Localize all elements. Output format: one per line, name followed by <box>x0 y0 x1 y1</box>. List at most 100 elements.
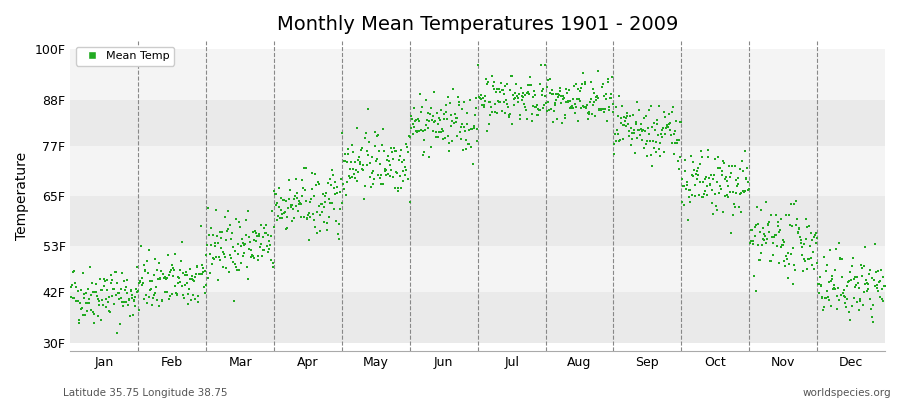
Point <box>448 111 463 118</box>
Point <box>439 102 454 108</box>
Point <box>246 229 260 235</box>
Point <box>114 286 129 292</box>
Point <box>723 189 737 195</box>
Point <box>481 81 495 87</box>
Point <box>713 183 727 190</box>
Point <box>80 308 94 315</box>
Point <box>193 271 207 278</box>
Point <box>529 102 544 108</box>
Point <box>419 117 434 123</box>
Point <box>276 197 291 204</box>
Point <box>289 203 303 210</box>
Point <box>153 275 167 282</box>
Point <box>247 237 261 244</box>
Point <box>786 244 800 251</box>
Point <box>634 126 648 132</box>
Point <box>501 112 516 118</box>
Point <box>758 233 772 239</box>
Point <box>472 94 487 101</box>
Point <box>121 277 135 284</box>
Point <box>215 229 230 235</box>
Point <box>405 130 419 137</box>
Point <box>357 196 372 202</box>
Point <box>797 256 812 262</box>
Point <box>167 251 182 257</box>
Point <box>244 254 258 260</box>
Point <box>183 266 197 273</box>
Point <box>601 76 616 82</box>
Point <box>220 264 234 271</box>
Point <box>84 292 98 298</box>
Point <box>132 307 147 313</box>
Point <box>862 267 877 273</box>
Point <box>673 119 688 125</box>
Point <box>860 280 874 286</box>
Point <box>384 145 399 151</box>
Point <box>723 173 737 180</box>
Point <box>88 280 103 287</box>
Point <box>751 241 765 248</box>
Point <box>814 282 828 289</box>
Point <box>745 240 760 247</box>
Point <box>400 176 415 183</box>
Point <box>291 208 305 214</box>
Point <box>850 298 865 305</box>
Point <box>761 220 776 227</box>
Point <box>311 203 326 210</box>
Point <box>512 91 526 97</box>
Point <box>483 112 498 118</box>
Point <box>348 175 363 181</box>
Point <box>225 259 239 265</box>
Point <box>68 268 82 275</box>
Point <box>416 128 430 134</box>
Point <box>778 257 792 264</box>
Point <box>776 237 790 243</box>
Point <box>419 97 434 104</box>
Point <box>606 101 620 107</box>
Point <box>506 92 520 98</box>
Point <box>212 240 226 246</box>
Point <box>774 216 788 222</box>
Point <box>836 286 850 293</box>
Point <box>663 120 678 126</box>
Point <box>543 90 557 96</box>
Point <box>681 186 696 193</box>
Point <box>438 109 453 115</box>
Point <box>234 260 248 266</box>
Point <box>760 240 774 246</box>
Point <box>877 282 891 289</box>
Point <box>370 156 384 162</box>
Point <box>96 282 111 289</box>
Point <box>92 302 106 308</box>
Point <box>518 92 533 98</box>
Point <box>353 159 367 166</box>
Point <box>875 296 889 302</box>
Point <box>103 309 117 315</box>
Point <box>454 124 468 130</box>
Point <box>514 85 528 92</box>
Point <box>495 87 509 93</box>
Point <box>608 104 623 110</box>
Point <box>254 241 268 248</box>
Point <box>625 136 639 142</box>
Point <box>684 152 698 159</box>
Point <box>184 276 199 283</box>
Point <box>196 269 211 276</box>
Point <box>698 175 713 182</box>
Point <box>284 218 299 224</box>
Point <box>565 102 580 109</box>
Point <box>781 261 796 268</box>
Point <box>715 172 729 178</box>
Point <box>275 215 290 222</box>
Point <box>502 87 517 93</box>
Point <box>288 176 302 182</box>
Point <box>136 279 150 286</box>
Point <box>767 234 781 240</box>
Point <box>436 116 451 122</box>
Point <box>573 85 588 92</box>
Point <box>674 175 688 182</box>
Point <box>151 260 166 266</box>
Point <box>853 295 868 302</box>
Point <box>413 109 428 115</box>
Point <box>580 104 594 110</box>
